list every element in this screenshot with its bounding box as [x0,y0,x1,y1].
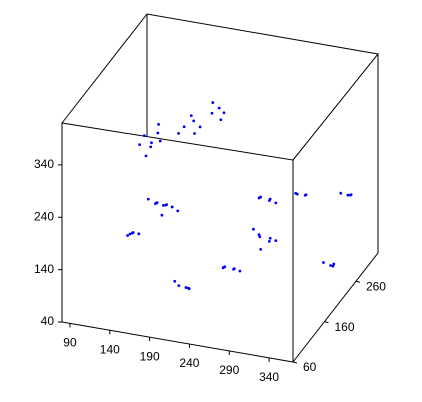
point [165,203,169,207]
y-tick [324,321,329,324]
y-tick-label: 60 [303,360,317,374]
point [211,101,215,104]
top-face [61,13,379,161]
point [295,192,299,196]
point [198,125,202,129]
x-tick-label: 190 [140,349,160,363]
point [137,232,141,236]
y-tick-label: 160 [334,320,354,334]
point [332,262,336,266]
point [149,145,153,149]
z-tick-label: 140 [34,262,54,276]
point [259,247,263,251]
point [232,267,236,271]
z-tick-label: 40 [41,314,55,328]
point [187,287,191,291]
point [329,264,332,267]
point [252,227,255,231]
point [173,279,177,283]
point [222,111,226,115]
point [217,106,221,110]
z-tick-label: 240 [34,209,54,223]
point [126,234,129,237]
point [128,232,132,236]
point [257,233,261,237]
point [304,193,308,197]
x-tick-label: 140 [100,342,120,356]
x-tick-label: 340 [259,370,279,384]
point [268,197,272,201]
point [346,193,350,197]
point [274,201,278,205]
point [150,141,153,145]
point [160,213,164,217]
point [268,236,272,240]
point [193,132,196,135]
point [189,114,193,118]
point [138,143,141,147]
point [158,139,162,143]
point [259,195,263,199]
right-face [292,54,379,363]
point [192,119,196,123]
point [274,239,278,242]
point [157,123,161,126]
point [177,284,181,288]
point [258,235,262,239]
point [170,205,174,209]
front-face [61,122,294,363]
point [184,286,188,289]
point [155,201,159,205]
point [144,154,148,158]
point [219,118,223,122]
y-tick [292,361,298,364]
point [339,191,343,195]
x-tick-label: 240 [179,356,199,370]
point [176,209,180,213]
z-tick-label: 340 [34,157,54,171]
point [142,134,146,138]
point [223,265,227,269]
point [161,203,165,207]
point [238,269,242,273]
point [146,197,150,201]
x-tick-label: 90 [63,336,77,350]
point [182,125,186,129]
point [131,231,135,234]
point [177,131,180,135]
point [322,261,325,264]
point [267,239,271,243]
point [156,131,160,135]
y-tick [355,280,361,283]
point [210,111,214,115]
y-tick-label: 260 [366,279,386,293]
point [349,193,353,197]
x-tick-label: 290 [219,363,239,377]
box [61,13,379,363]
